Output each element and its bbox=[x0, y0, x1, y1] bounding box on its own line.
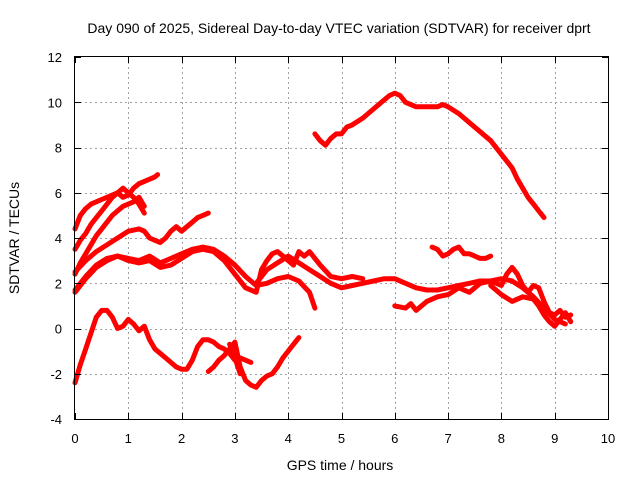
x-axis-label: GPS time / hours bbox=[287, 457, 394, 473]
x-tick-label: 8 bbox=[498, 431, 505, 446]
x-tick-label: 9 bbox=[551, 431, 558, 446]
y-tick-label: 10 bbox=[48, 95, 62, 110]
y-tick-label: 4 bbox=[55, 231, 62, 246]
y-tick-label: 12 bbox=[48, 50, 62, 65]
x-tick-label: 3 bbox=[231, 431, 238, 446]
y-tick-label: 0 bbox=[55, 322, 62, 337]
series-s13 bbox=[205, 335, 302, 390]
series-s6 bbox=[72, 246, 366, 295]
plot-frame bbox=[74, 56, 609, 420]
chart-title: Day 090 of 2025, Sidereal Day-to-day VTE… bbox=[87, 20, 590, 36]
series-s3 bbox=[72, 194, 147, 277]
x-tick-label: 1 bbox=[125, 431, 132, 446]
y-tick-label: -2 bbox=[50, 367, 62, 382]
series-s14 bbox=[227, 341, 243, 377]
series-s10 bbox=[392, 264, 574, 320]
x-tick-label: 0 bbox=[71, 431, 78, 446]
series-s12 bbox=[72, 307, 254, 386]
grid-lines bbox=[75, 57, 608, 419]
series-s2 bbox=[72, 185, 147, 252]
y-tick-label: 8 bbox=[55, 141, 62, 156]
y-tick-labels: -4 -2 0 2 4 6 8 10 12 bbox=[48, 50, 62, 427]
y-tick-label: 2 bbox=[55, 276, 62, 291]
x-tick-label: 10 bbox=[601, 431, 615, 446]
x-tick-label: 4 bbox=[285, 431, 292, 446]
x-tick-label: 2 bbox=[178, 431, 185, 446]
series-s11 bbox=[488, 283, 574, 329]
axis-ticks bbox=[75, 57, 609, 420]
series-s8 bbox=[312, 90, 547, 221]
series-s9 bbox=[429, 244, 494, 261]
y-tick-label: -4 bbox=[50, 412, 62, 427]
series-s7 bbox=[253, 253, 568, 327]
x-tick-label: 6 bbox=[391, 431, 398, 446]
data-series-group bbox=[72, 90, 574, 390]
x-tick-label: 5 bbox=[338, 431, 345, 446]
y-axis-label: SDTVAR / TECUs bbox=[6, 182, 22, 294]
x-tick-labels: 0 1 2 3 4 5 6 7 8 9 10 bbox=[71, 431, 615, 446]
series-s4 bbox=[72, 210, 211, 275]
x-tick-label: 7 bbox=[444, 431, 451, 446]
y-tick-label: 6 bbox=[55, 186, 62, 201]
